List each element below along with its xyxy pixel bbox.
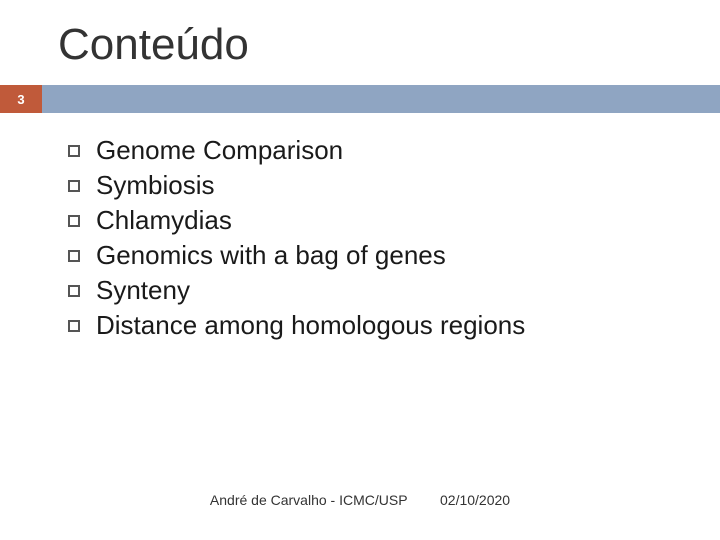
slide-number: 3 — [17, 92, 24, 107]
footer-author: André de Carvalho - ICMC/USP — [210, 492, 408, 508]
bullet-icon — [68, 145, 80, 157]
list-item: Genome Comparison — [68, 135, 525, 166]
bullet-icon — [68, 215, 80, 227]
list-item: Distance among homologous regions — [68, 310, 525, 341]
bullet-icon — [68, 285, 80, 297]
bullet-icon — [68, 320, 80, 332]
list-item-text: Genome Comparison — [96, 135, 343, 166]
list-item-text: Genomics with a bag of genes — [96, 240, 446, 271]
header-bar-fill — [42, 85, 720, 113]
content-list: Genome Comparison Symbiosis Chlamydias G… — [68, 135, 525, 345]
list-item: Symbiosis — [68, 170, 525, 201]
slide-number-box: 3 — [0, 85, 42, 113]
bullet-icon — [68, 180, 80, 192]
footer-date: 02/10/2020 — [440, 492, 510, 508]
slide-title: Conteúdo — [58, 20, 249, 70]
list-item-text: Distance among homologous regions — [96, 310, 525, 341]
header-bar: 3 — [0, 85, 720, 113]
bullet-icon — [68, 250, 80, 262]
list-item: Genomics with a bag of genes — [68, 240, 525, 271]
list-item-text: Chlamydias — [96, 205, 232, 236]
list-item: Chlamydias — [68, 205, 525, 236]
slide: Conteúdo 3 Genome Comparison Symbiosis C… — [0, 0, 720, 540]
list-item-text: Synteny — [96, 275, 190, 306]
list-item: Synteny — [68, 275, 525, 306]
list-item-text: Symbiosis — [96, 170, 214, 201]
footer: André de Carvalho - ICMC/USP 02/10/2020 — [0, 492, 720, 510]
